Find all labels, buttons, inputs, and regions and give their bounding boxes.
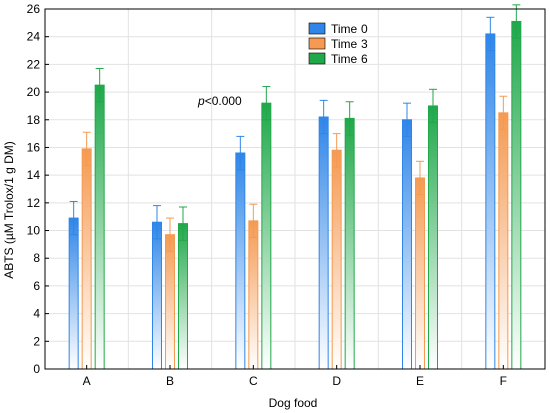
- bar-D-time-3: [331, 149, 342, 370]
- legend-label: Time: [331, 37, 358, 51]
- bar-C-time-3: [248, 220, 259, 370]
- x-tick-label: B: [166, 374, 174, 388]
- x-tick-label: E: [416, 374, 424, 388]
- bar-D-time-0: [318, 116, 329, 370]
- bar-B-time-0: [152, 221, 162, 370]
- bar-F-time-6: [511, 20, 522, 370]
- legend-swatch: [308, 52, 326, 65]
- x-tick-label: A: [83, 374, 91, 388]
- y-tick-label: 22: [27, 57, 41, 71]
- bar-C-time-0: [235, 152, 246, 370]
- y-tick-label: 10: [27, 224, 41, 238]
- bar-F-time-3: [498, 112, 509, 370]
- bar-B-time-3: [165, 234, 175, 370]
- y-tick-label: 0: [33, 362, 40, 376]
- plot-frame: [44, 8, 546, 370]
- bar-A-time-0: [68, 217, 79, 370]
- bar-A-time-3: [81, 148, 92, 370]
- x-tick-label: D: [332, 374, 341, 388]
- legend-value: 6: [361, 52, 368, 66]
- y-tick-label: 12: [27, 196, 41, 210]
- legend-swatch: [308, 37, 326, 50]
- y-tick-label: 2: [33, 334, 40, 348]
- y-tick-label: 6: [33, 279, 40, 293]
- y-tick-label: 24: [27, 30, 41, 44]
- plot-border: [44, 8, 546, 370]
- bar-E-time-3: [415, 177, 425, 370]
- y-tick-label: 18: [27, 113, 41, 127]
- y-tick-label: 14: [27, 168, 41, 182]
- x-axis-ticks: A B C D E F: [83, 365, 507, 388]
- bar-C-time-6: [261, 102, 272, 370]
- y-tick-label: 8: [33, 251, 40, 265]
- y-tick-label: 20: [27, 85, 41, 99]
- bar-A-time-6: [94, 84, 105, 370]
- legend-value: 3: [361, 37, 368, 51]
- legend-value: 0: [361, 22, 368, 36]
- legend-swatch: [308, 22, 326, 35]
- bar-E-time-0: [402, 119, 412, 370]
- bar-B-time-6: [178, 223, 188, 370]
- x-tick-label: C: [249, 374, 258, 388]
- y-axis-title: ABTS (µM Trolox/1 g DM): [2, 141, 16, 279]
- y-tick-label: 4: [33, 307, 40, 321]
- x-axis-title: Dog food: [269, 396, 318, 410]
- y-tick-label: 26: [27, 2, 41, 16]
- annotation-symbol: p: [197, 94, 205, 108]
- bar-D-time-6: [344, 117, 355, 370]
- significance-annotation: p<0.000: [197, 94, 242, 108]
- x-tick-label: F: [500, 374, 507, 388]
- bar-F-time-0: [485, 33, 496, 370]
- bar-E-time-6: [428, 105, 438, 370]
- y-tick-label: 16: [27, 140, 41, 154]
- annotation-value: <0.000: [205, 94, 242, 108]
- legend-label: Time: [331, 52, 358, 66]
- legend-label: Time: [331, 22, 358, 36]
- grid-lines: [45, 9, 545, 369]
